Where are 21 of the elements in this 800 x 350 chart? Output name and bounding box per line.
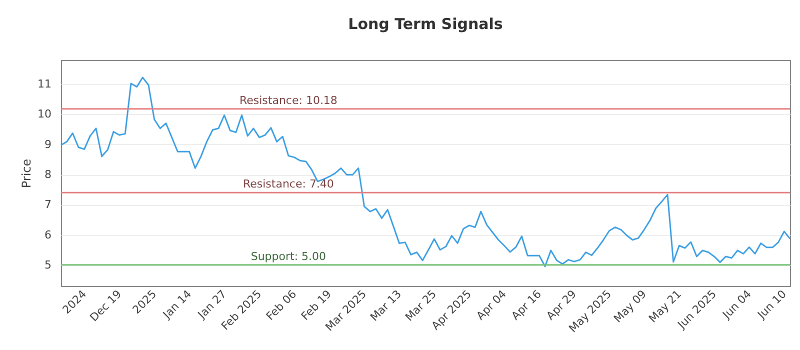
x-tick-label: Apr 04 [474,288,509,323]
y-tick-label: 11 [38,78,52,91]
x-tick-label: Feb 06 [264,288,300,323]
chart-title: Long Term Signals [348,15,503,33]
y-tick-label: 9 [44,138,52,151]
y-tick-label: 6 [44,228,52,242]
y-tick-label: 5 [44,258,52,272]
ref-line-label: Resistance: 10.18 [239,94,338,107]
ref-line-label: Support: 5.00 [250,250,326,263]
y-tick-label: 8 [44,168,52,182]
x-tick-label: Mar 13 [368,288,404,324]
ref-line-label: Resistance: 7.40 [242,178,334,191]
x-tick-label: Jun 10 [754,288,789,322]
x-tick-label: Apr 16 [508,288,544,323]
x-tick-label: Jun 04 [719,288,754,322]
x-tick-label: Dec 19 [87,288,124,324]
line-series [60,76,791,268]
y-axis-title: Price [20,158,34,188]
y-tick-label: 10 [38,108,52,121]
x-tick-label: Jan 14 [160,288,194,322]
y-tick-label: 7 [44,198,52,212]
